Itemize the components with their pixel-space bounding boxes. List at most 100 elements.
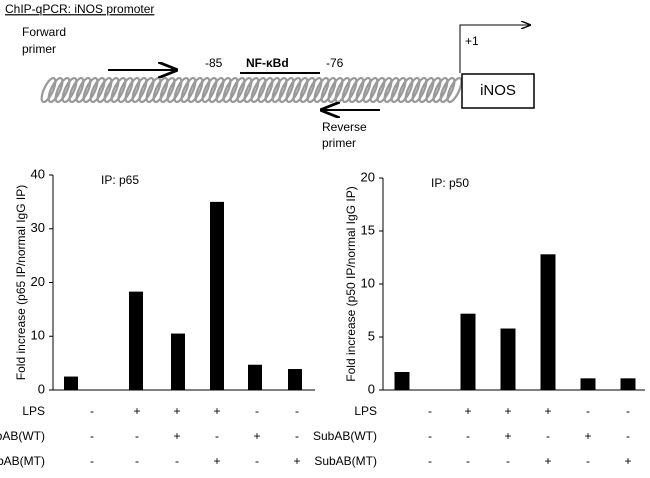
helix-turn [89,76,106,104]
treatment-sign: - [255,404,259,418]
treatment-label: SubAB(WT) [313,429,377,443]
reverse-label: primer [322,136,356,150]
helix-turn [327,76,344,104]
helix-turn [75,76,92,104]
helix-turn [82,76,99,104]
treatment-sign: - [135,429,139,443]
y-tick-label: 10 [31,328,45,343]
annotation: IP: p50 [431,176,469,190]
treatment-sign: + [213,404,220,418]
treatment-sign: - [90,429,94,443]
treatment-label: SubAB(MT) [0,454,45,468]
helix-turn [362,76,379,104]
forward-label: Forward [22,25,66,39]
helix-turn [390,76,407,104]
helix-turn [145,76,162,104]
helix-turn [236,76,253,104]
bar [460,313,476,390]
helix-turn [306,76,323,104]
helix-turn [446,76,463,104]
helix-turn [369,76,386,104]
treatment-sign: + [464,404,471,418]
treatment-sign: - [295,404,299,418]
y-tick-label: 15 [361,222,375,237]
helix-turn [383,76,400,104]
bar [248,364,262,390]
treatment-sign: - [295,429,299,443]
y-tick-label: 30 [31,220,45,235]
bar [620,378,636,390]
bar [394,371,410,390]
helix-turn [54,76,71,104]
gene-label: iNOS [480,82,516,99]
treatment-sign: - [428,404,432,418]
helix-turn [103,76,120,104]
helix-turn [208,76,225,104]
helix-turn [47,76,64,104]
treatment-sign: - [90,454,94,468]
treatment-label: SubAB(MT) [314,454,377,468]
y-tick-label: 20 [361,169,375,184]
helix-turn [285,76,302,104]
helix-turn [68,76,85,104]
helix-turn [334,76,351,104]
helix-turn [271,76,288,104]
bar [64,376,78,390]
treatment-sign: - [546,429,550,443]
y-tick-label: 5 [368,328,375,343]
bar [288,369,302,390]
helix-turn [320,76,337,104]
helix-turn [229,76,246,104]
helix-turn [348,76,365,104]
helix-turn [215,76,232,104]
treatment-label: LPS [354,404,377,418]
helix-turn [299,76,316,104]
y-tick-label: 0 [38,381,45,396]
treatment-sign: - [626,429,630,443]
helix-turn [411,76,428,104]
treatment-sign: + [584,429,591,443]
treatment-sign: + [293,454,300,468]
helix-turn [166,76,183,104]
site-label: NF-κBd [246,56,289,70]
helix-turn [292,76,309,104]
helix-turn [117,76,134,104]
treatment-sign: - [626,404,630,418]
end-pos: -76 [326,56,344,70]
helix-turn [201,76,218,104]
y-tick-label: 40 [31,166,45,181]
forward-label: primer [22,42,56,56]
bar [210,201,224,390]
tss-label: +1 [465,34,479,48]
treatment-sign: + [504,429,511,443]
helix-turn [124,76,141,104]
treatment-sign: - [90,404,94,418]
y-tick-label: 20 [31,274,45,289]
helix-turn [96,76,113,104]
helix-turn [278,76,295,104]
start-pos: -85 [205,56,223,70]
helix-turn [432,76,449,104]
helix-turn [180,76,197,104]
treatment-label: SubAB(WT) [0,429,45,443]
treatment-sign: + [133,404,140,418]
annotation: IP: p65 [101,173,139,187]
helix-turn [173,76,190,104]
helix-turn [194,76,211,104]
tss-arrow [459,25,530,73]
treatment-sign: - [506,454,510,468]
treatment-sign: + [173,429,180,443]
helix-turn [418,76,435,104]
treatment-sign: - [586,454,590,468]
treatment-sign: + [624,454,631,468]
helix-turn [404,76,421,104]
treatment-sign: + [253,429,260,443]
helix-turn [257,76,274,104]
helix-turn [264,76,281,104]
treatment-sign: + [213,454,220,468]
treatment-sign: - [428,454,432,468]
treatment-sign: - [135,454,139,468]
bar [540,254,556,390]
treatment-sign: - [175,454,179,468]
helix-turn [40,76,57,104]
